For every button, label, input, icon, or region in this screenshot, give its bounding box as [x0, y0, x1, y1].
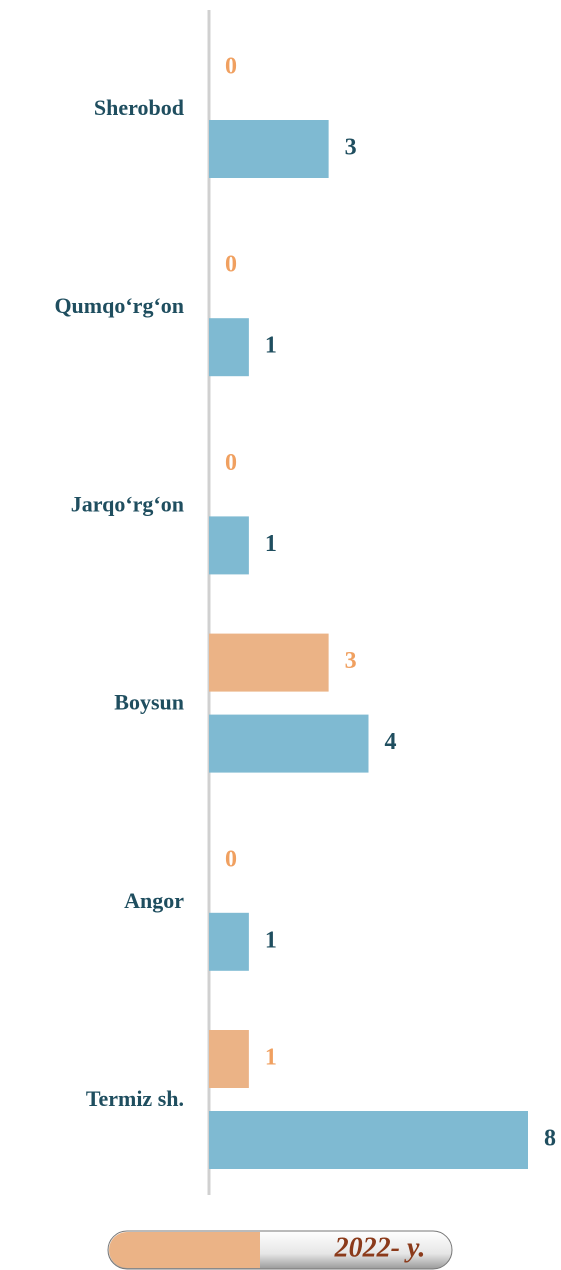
category-label: Jarqo‘rg‘on [71, 491, 184, 516]
value-label: 0 [225, 846, 237, 872]
bar [209, 1111, 528, 1169]
legend-swatch [109, 1232, 260, 1268]
bar [209, 318, 249, 377]
value-label: 0 [225, 450, 237, 476]
category-label: Termiz sh. [86, 1086, 184, 1111]
value-label: 1 [265, 1045, 277, 1071]
value-label: 0 [225, 252, 237, 278]
bar [209, 912, 249, 971]
value-label: 1 [265, 531, 277, 557]
value-label: 0 [225, 54, 237, 80]
bar [209, 120, 329, 178]
value-label: 3 [345, 648, 357, 674]
category-label: Sherobod [94, 95, 184, 120]
bar [209, 1030, 249, 1088]
category-label: Qumqo‘rg‘on [54, 293, 184, 318]
value-label: 3 [345, 135, 357, 161]
value-label: 8 [544, 1126, 556, 1152]
bar [209, 516, 249, 575]
category-label: Angor [124, 888, 184, 913]
value-label: 1 [265, 927, 277, 953]
category-label: Boysun [114, 690, 184, 715]
value-label: 1 [265, 333, 277, 359]
value-label: 4 [385, 729, 397, 755]
legend-label: 2022- y. [334, 1232, 426, 1263]
bar [209, 714, 369, 773]
bar [209, 633, 329, 692]
